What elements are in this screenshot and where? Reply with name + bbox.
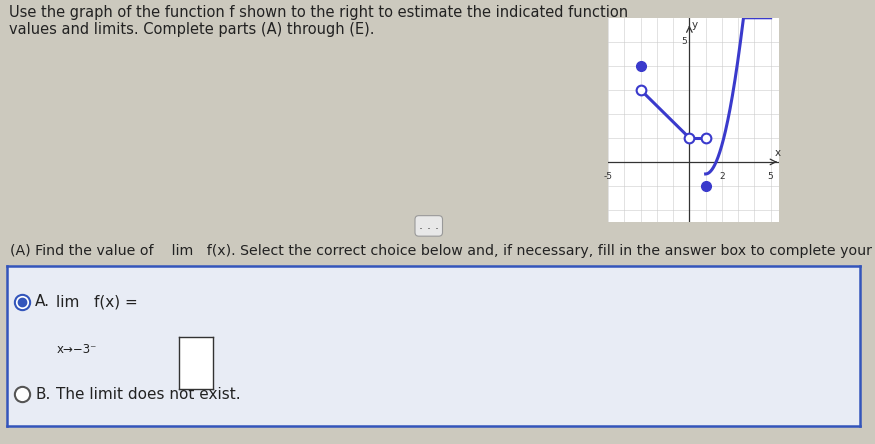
- Text: 5: 5: [682, 37, 687, 46]
- Text: choice.: choice.: [10, 314, 61, 328]
- Text: A.: A.: [35, 294, 50, 309]
- Text: Use the graph of the function f shown to the right to estimate the indicated fun: Use the graph of the function f shown to…: [9, 5, 628, 37]
- Text: x: x: [775, 147, 781, 158]
- Text: B.: B.: [35, 387, 51, 402]
- Text: . . .: . . .: [419, 219, 438, 232]
- Text: x→−3⁻: x→−3⁻: [147, 285, 187, 298]
- Text: 5: 5: [767, 171, 774, 181]
- Text: (A) Find the value of    lim   f(x). Select the correct choice below and, if nec: (A) Find the value of lim f(x). Select t…: [10, 244, 872, 258]
- Text: lim   f(x) =: lim f(x) =: [57, 294, 138, 309]
- Text: -5: -5: [604, 171, 612, 181]
- Text: The limit does not exist.: The limit does not exist.: [57, 387, 242, 402]
- Text: y: y: [691, 20, 697, 30]
- Text: x→−3⁻: x→−3⁻: [57, 343, 97, 356]
- Text: 2: 2: [719, 171, 724, 181]
